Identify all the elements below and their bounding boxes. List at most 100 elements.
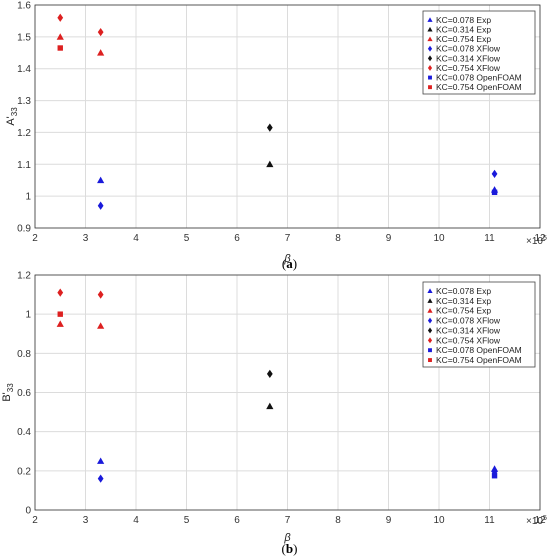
legend-marker — [427, 36, 433, 42]
data-point — [56, 33, 64, 40]
legend-marker — [427, 55, 433, 62]
legend-marker — [428, 85, 432, 90]
data-point — [97, 457, 105, 464]
legend-marker — [427, 327, 433, 334]
x-tick-label: 5 — [184, 515, 190, 526]
data-point — [266, 160, 274, 168]
x-tick-label: 10 — [433, 233, 445, 244]
data-point — [491, 169, 498, 178]
series-kc-0-754-openfoam — [57, 45, 63, 51]
legend-marker — [427, 308, 433, 313]
legend-entry: KC=0.754 XFlow — [436, 335, 501, 345]
x-axis-label: β — [283, 253, 291, 265]
legend-entry: KC=0.078 OpenFOAM — [436, 73, 522, 83]
x-tick-label: 8 — [335, 515, 341, 526]
legend-entry: KC=0.078 Exp — [436, 286, 491, 296]
legend-marker — [427, 337, 433, 344]
legend-entry: KC=0.754 XFlow — [436, 63, 501, 73]
series-kc-0-314-exp — [266, 160, 274, 168]
y-tick-label: 0.4 — [17, 427, 31, 438]
legend-marker — [427, 288, 433, 294]
x-tick-label: 9 — [386, 515, 392, 526]
x-tick-label: 11 — [484, 515, 495, 526]
legend-marker — [427, 317, 433, 324]
x-tick-label: 10 — [433, 515, 445, 526]
data-point — [97, 49, 105, 56]
x-axis-multiplier: ×105 — [526, 235, 547, 247]
x-tick-label: 6 — [234, 515, 240, 526]
y-tick-label: 0.6 — [17, 388, 31, 399]
y-tick-label: 1.2 — [17, 128, 31, 139]
x-tick-label: 3 — [83, 233, 89, 244]
legend-marker — [428, 348, 432, 353]
data-point — [97, 290, 104, 299]
x-tick-label: 12 — [534, 233, 546, 244]
data-point — [57, 13, 64, 22]
legend-entry: KC=0.314 XFlow — [436, 53, 501, 63]
series-kc-0-314-xflow — [266, 123, 273, 132]
legend-entry: KC=0.754 Exp — [436, 306, 491, 316]
data-point — [266, 402, 274, 410]
legend-marker — [427, 45, 433, 52]
series-kc-0-754-exp — [56, 320, 105, 329]
chart-panel-b: 2 3 4 5 6 7 8 9 10 11 12 0 0.2 0.4 0.6 0.8 1 1.2 ×105 β B'33… — [1, 271, 547, 557]
legend-marker — [427, 26, 433, 32]
series-kc-0-754-xflow — [57, 13, 104, 37]
legend-marker — [427, 64, 433, 71]
data-point — [491, 473, 498, 479]
legend-entry: KC=0.754 OpenFOAM — [436, 355, 522, 365]
legend-entry: KC=0.078 XFlow — [436, 316, 501, 326]
legend-marker — [428, 358, 432, 363]
legend-entry: KC=0.078 Exp — [436, 15, 491, 25]
y-tick-label: 1.4 — [17, 64, 31, 75]
y-tick-label: 1 — [25, 310, 31, 321]
data-point — [266, 369, 273, 379]
x-tick-label: 11 — [484, 233, 495, 244]
legend-entry: KC=0.314 XFlow — [436, 325, 501, 335]
x-tick-label: 9 — [386, 233, 392, 244]
y-tick-label: 1 — [25, 192, 31, 203]
data-point — [57, 288, 64, 297]
legend-entry: KC=0.314 Exp — [436, 24, 491, 34]
x-tick-label: 12 — [534, 515, 546, 526]
series-kc-0-754-openfoam — [57, 311, 63, 317]
y-tick-label: 0.9 — [17, 224, 31, 235]
y-tick-label: 1.1 — [17, 160, 31, 171]
chart-panel-a: 2 3 4 5 6 7 8 9 10 11 12 0.9 1 1.1 1.2 1.3 1.4 1.5 1.6 ×105… — [5, 1, 547, 272]
data-point — [97, 322, 105, 329]
x-tick-label: 8 — [335, 233, 341, 244]
series-kc-0-314-xflow — [266, 369, 273, 379]
legend-marker — [428, 75, 432, 80]
x-tick-label: 3 — [83, 515, 89, 526]
legend-marker — [427, 298, 433, 303]
series-kc-0-754-exp — [56, 33, 105, 56]
y-tick-label: 1.6 — [17, 1, 31, 12]
x-tick-label: 7 — [285, 515, 291, 526]
legend-entry: KC=0.078 XFlow — [436, 44, 501, 54]
panel-caption: (a) — [282, 256, 297, 271]
data-point — [57, 45, 63, 51]
legend-marker — [427, 17, 433, 22]
legend-box — [422, 281, 536, 368]
x-tick-label: 5 — [184, 233, 190, 244]
legend-entry: KC=0.314 Exp — [436, 296, 491, 306]
series-kc-0-078-openfoam — [491, 189, 498, 196]
x-tick-label: 4 — [133, 233, 139, 244]
x-tick-label: 7 — [285, 233, 291, 244]
y-axis-label: A'33 — [5, 107, 19, 126]
x-axis-label: β — [283, 532, 291, 544]
plot-frame — [34, 274, 541, 511]
data-point — [266, 123, 273, 132]
legend-entry: KC=0.078 OpenFOAM — [436, 345, 522, 355]
legend-entry: KC=0.754 Exp — [436, 34, 491, 44]
legend-entry: KC=0.754 OpenFOAM — [436, 82, 522, 92]
x-tick-label: 2 — [32, 515, 38, 526]
series-kc-0-078-openfoam — [491, 473, 498, 479]
x-axis-multiplier: ×105 — [526, 515, 547, 527]
y-tick-label: 1.3 — [17, 96, 31, 107]
y-tick-label: 0.8 — [17, 349, 31, 360]
y-tick-label: 1.5 — [17, 32, 31, 43]
y-tick-label: 0.2 — [17, 466, 31, 477]
